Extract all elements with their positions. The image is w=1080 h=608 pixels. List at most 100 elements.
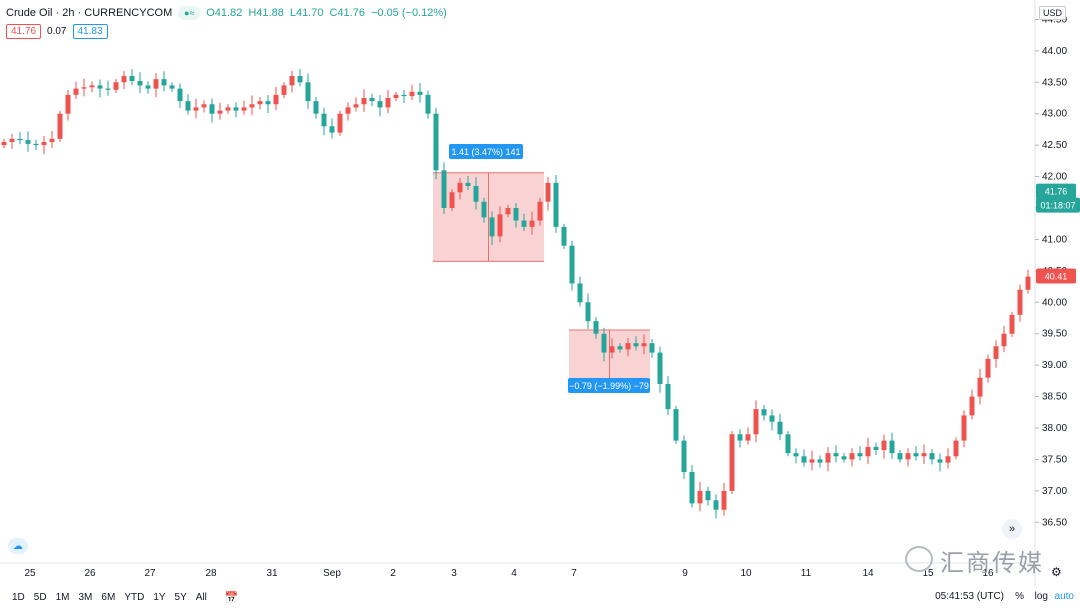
bid-price[interactable]: 41.76 [6, 24, 42, 39]
candle-body [121, 76, 127, 83]
candle-body [985, 358, 991, 378]
candle-body [481, 201, 487, 218]
cloud-logo-icon[interactable]: ☁ [8, 538, 28, 554]
x-tick-label: 9 [682, 568, 688, 579]
candle-body [249, 104, 255, 108]
candle-body [409, 91, 415, 97]
range-button-3m[interactable]: 3M [78, 591, 93, 603]
candle-body [225, 107, 231, 111]
candle-body [905, 453, 911, 460]
status-icon[interactable]: ●≈ [178, 6, 201, 20]
candle-body [289, 76, 295, 86]
candle-body [169, 85, 175, 89]
y-tick-label: 42.50 [1042, 140, 1067, 151]
candle-body [865, 446, 871, 457]
candle-body [681, 440, 687, 472]
x-tick-label: Sep [323, 568, 341, 579]
x-tick-label: 14 [862, 568, 874, 579]
range-button-1y[interactable]: 1Y [153, 591, 166, 603]
x-tick-label: 2 [390, 568, 396, 579]
range-button-1m[interactable]: 1M [55, 591, 70, 603]
candle-body [385, 98, 391, 108]
candle-body [129, 76, 135, 82]
candle-body [921, 453, 927, 457]
candle-body [1017, 289, 1023, 315]
y-tick-label: 43.50 [1042, 77, 1067, 88]
candle-body [313, 101, 319, 114]
candle-body [953, 440, 959, 457]
auto-toggle[interactable]: auto [1054, 591, 1074, 602]
last-price-tag-bg [1036, 183, 1076, 199]
log-toggle[interactable]: log [1034, 591, 1048, 602]
candle-body [505, 208, 511, 215]
spread-value: 0.07 [47, 26, 67, 37]
candle-body [1025, 276, 1031, 290]
candle-body [393, 94, 399, 98]
y-tick-label: 43.00 [1042, 109, 1067, 120]
x-tick-label: 31 [266, 568, 278, 579]
x-tick-label: 27 [144, 568, 156, 579]
candle-body [569, 245, 575, 284]
range-button-all[interactable]: All [195, 591, 207, 603]
candle-body [321, 113, 327, 127]
candle-body [297, 76, 303, 83]
candle-body [217, 110, 223, 114]
candle-body [545, 182, 551, 202]
candle-body [689, 472, 695, 504]
candle-body [33, 143, 39, 146]
currency-badge[interactable]: USD [1038, 6, 1066, 20]
range-button-5d[interactable]: 5D [33, 591, 47, 603]
candle-body [849, 453, 855, 460]
candle-body [665, 384, 671, 410]
candle-body [697, 490, 703, 504]
ohlc-high: H41.88 [248, 7, 284, 19]
range-button-5y[interactable]: 5Y [174, 591, 187, 603]
candle-body [17, 138, 23, 141]
last-price-tag: 41.76 [1045, 187, 1068, 197]
candle-body [81, 87, 87, 89]
candle-body [553, 182, 559, 227]
candle-body [161, 79, 167, 86]
measure-down-label-bg [568, 378, 650, 393]
range-button-1d[interactable]: 1D [12, 591, 25, 603]
candle-body [345, 107, 351, 114]
range-button-ytd[interactable]: YTD [124, 591, 145, 603]
clock-readout[interactable]: 05:41:53 (UTC) [935, 591, 1004, 602]
candle-body [241, 107, 247, 111]
scroll-right-icon[interactable]: » [1002, 519, 1022, 539]
candle-body [753, 409, 759, 435]
gear-icon[interactable]: ⚙ [1051, 565, 1062, 579]
candle-body [337, 113, 343, 133]
y-tick-label: 38.50 [1042, 392, 1067, 403]
x-tick-label: 16 [982, 568, 994, 579]
candle-body [145, 85, 151, 89]
candle-body [585, 302, 591, 322]
candle-body [593, 321, 599, 334]
candle-body [73, 88, 79, 95]
y-tick-label: 42.00 [1042, 172, 1067, 183]
countdown-tag-bg [1036, 197, 1080, 213]
candle-body [433, 113, 439, 171]
measure-up-label-bg [449, 144, 523, 159]
symbol-title[interactable]: Crude Oil · 2h · CURRENCYCOM [6, 7, 173, 19]
candle-body [265, 101, 271, 105]
ask-price[interactable]: 41.83 [72, 24, 108, 39]
candle-body [193, 107, 199, 111]
measure-up-label: 1.41 (3.47%) 141 [451, 147, 520, 157]
percent-toggle[interactable]: % [1015, 591, 1024, 602]
range-button-6m[interactable]: 6M [101, 591, 116, 603]
candle-body [441, 170, 447, 208]
candle-body [745, 434, 751, 441]
candle-body [137, 81, 143, 86]
candle-body [209, 104, 215, 114]
x-tick-label: 28 [205, 568, 217, 579]
candle-body [977, 377, 983, 397]
candle-body [833, 453, 839, 457]
calendar-icon[interactable]: 📅 [224, 591, 239, 604]
candle-body [801, 456, 807, 463]
candle-body [57, 113, 63, 139]
candle-body [777, 421, 783, 435]
candle-body [673, 409, 679, 441]
watermark-text: 汇商传媒 [940, 550, 1044, 577]
